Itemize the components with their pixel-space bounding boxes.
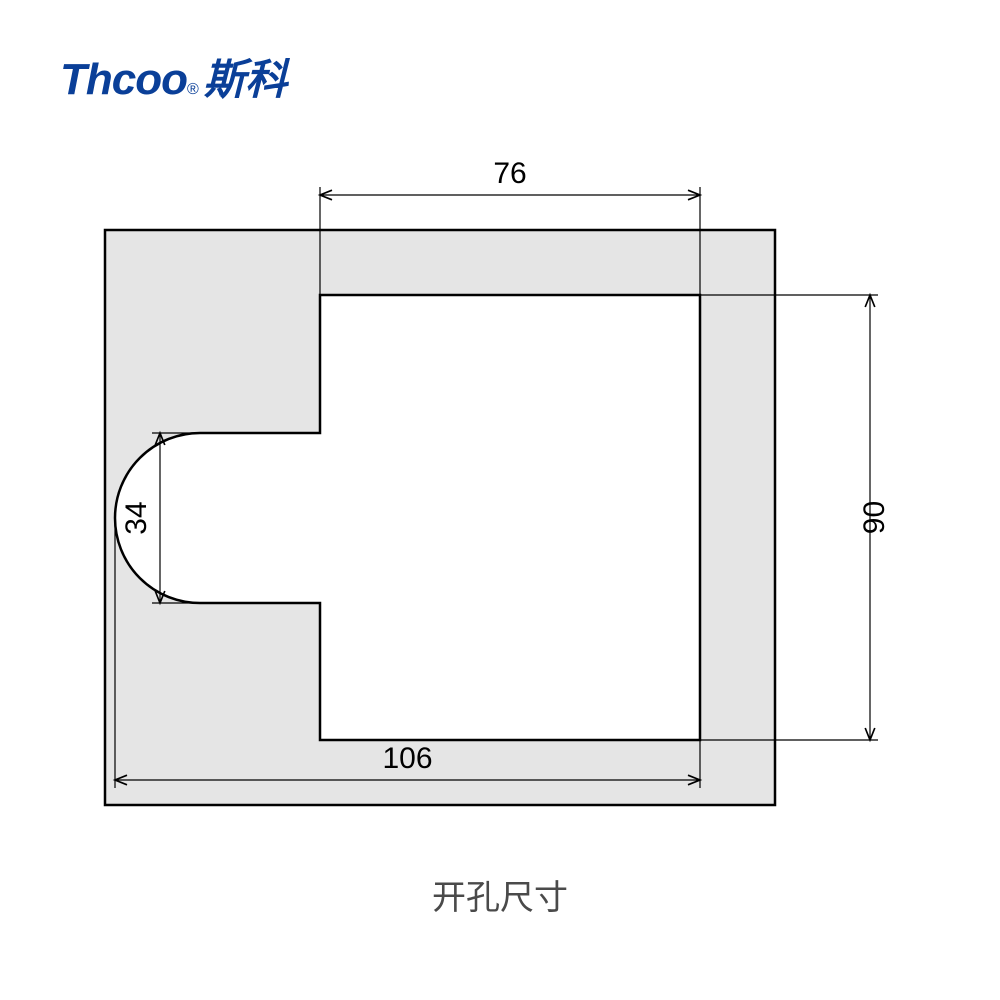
brand-name-en: Thcoo (60, 55, 187, 104)
dimension-label: 76 (493, 157, 526, 190)
dimension-label: 34 (120, 501, 153, 534)
brand-name-cn: 斯科 (203, 56, 287, 103)
cutout-dimension-diagram: 76 90 106 34 (0, 0, 1000, 1000)
registered-mark: ® (187, 81, 199, 98)
brand-logo: Thcoo® 斯科 (60, 46, 287, 107)
dimension-label: 106 (382, 742, 432, 775)
diagram-caption: 开孔尺寸 (0, 870, 1000, 919)
dimension-label: 90 (858, 501, 891, 534)
